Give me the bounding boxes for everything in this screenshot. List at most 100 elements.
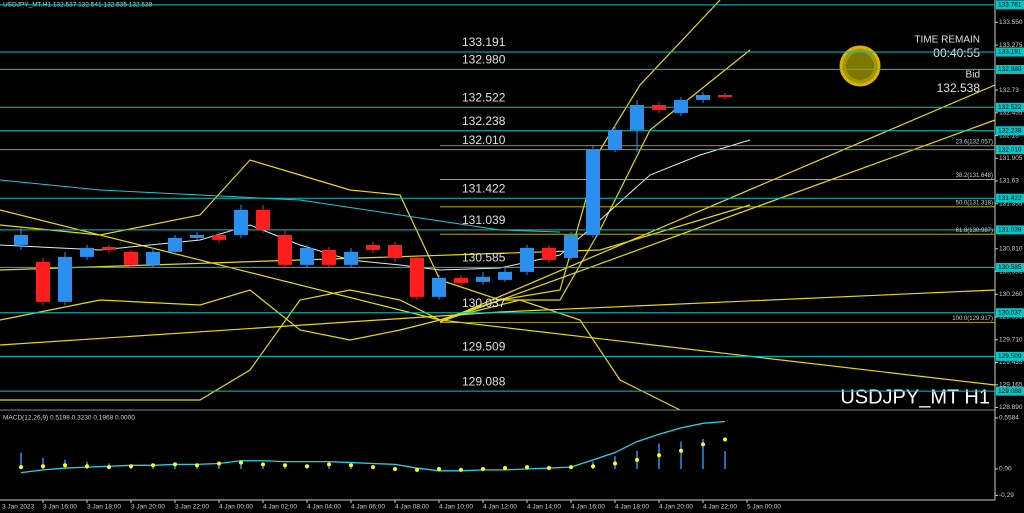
x-tick-label: 4 Jan 10:00 bbox=[439, 504, 473, 511]
signal-dot bbox=[349, 463, 353, 468]
signal-dot bbox=[723, 437, 727, 442]
candle-body bbox=[388, 244, 402, 258]
level-axis-box bbox=[996, 126, 1024, 136]
candle-body bbox=[146, 251, 160, 265]
fib-label: 23.6(132.057) bbox=[956, 139, 993, 145]
y-tick-label: 131.355 bbox=[999, 200, 1023, 207]
level-axis-label: 132.522 bbox=[998, 104, 1022, 111]
candle-body bbox=[652, 104, 666, 110]
x-tick-label: 3 Jan 2023 bbox=[2, 504, 35, 511]
x-tick-label: 4 Jan 00:00 bbox=[219, 504, 253, 511]
level-axis-label: 133.761 bbox=[998, 2, 1022, 9]
signal-dot bbox=[63, 463, 67, 468]
level-label: 132.980 bbox=[462, 53, 506, 67]
signal-dot bbox=[151, 463, 155, 468]
y-tick-label: 132.73 bbox=[999, 87, 1019, 94]
y-tick-label: 131.63 bbox=[999, 178, 1019, 185]
y-tick-label: -0.29 bbox=[999, 492, 1014, 499]
x-tick-label: 3 Jan 16:00 bbox=[43, 504, 77, 511]
level-label: 131.422 bbox=[462, 181, 506, 195]
signal-dot bbox=[283, 463, 287, 468]
signal-dot bbox=[195, 463, 199, 468]
level-axis-label: 132.980 bbox=[998, 66, 1022, 73]
candle-body bbox=[366, 244, 380, 250]
candle-body bbox=[586, 149, 600, 235]
y-tick-label: 128.890 bbox=[999, 404, 1023, 411]
candle-body bbox=[696, 94, 710, 100]
x-tick-label: 5 Jan 00:00 bbox=[747, 504, 781, 511]
level-axis-box bbox=[996, 0, 1024, 10]
x-tick-label: 4 Jan 12:00 bbox=[483, 504, 517, 511]
signal-dot bbox=[569, 465, 573, 470]
x-tick-label: 3 Jan 18:00 bbox=[87, 504, 121, 511]
y-tick-label: 132.18 bbox=[999, 132, 1019, 139]
signal-dot bbox=[305, 464, 309, 469]
x-tick-label: 4 Jan 06:00 bbox=[351, 504, 385, 511]
signal-dot bbox=[19, 465, 23, 470]
level-label: 132.522 bbox=[462, 90, 506, 104]
candle-body bbox=[344, 251, 358, 265]
signal-dot bbox=[129, 464, 133, 469]
x-tick-label: 4 Jan 22:00 bbox=[703, 504, 737, 511]
level-label: 130.585 bbox=[462, 251, 506, 265]
fib-label: 38.2(131.648) bbox=[956, 173, 993, 179]
level-axis-label: 132.010 bbox=[998, 146, 1022, 153]
signal-dot bbox=[85, 464, 89, 469]
signal-dot bbox=[261, 462, 265, 467]
level-axis-box bbox=[996, 193, 1024, 203]
y-tick-label: 129.985 bbox=[999, 314, 1023, 321]
x-tick-label: 3 Jan 20:00 bbox=[131, 504, 165, 511]
candle-body bbox=[190, 234, 204, 238]
indicator-lines bbox=[0, 0, 996, 411]
signal-dot bbox=[415, 467, 419, 472]
candle-body bbox=[58, 256, 72, 302]
x-tick-label: 3 Jan 22:00 bbox=[175, 504, 209, 511]
signal-dot bbox=[525, 465, 529, 470]
level-label: 133.191 bbox=[462, 35, 506, 49]
signal-dot bbox=[613, 461, 617, 466]
level-label: 129.088 bbox=[462, 374, 506, 388]
signal-dot bbox=[393, 466, 397, 471]
candle-body bbox=[256, 209, 270, 230]
level-axis-box bbox=[996, 262, 1024, 272]
y-tick-label: 132.455 bbox=[999, 110, 1023, 117]
macd-title: MACD(12,26,9) 0.5198 0.3230 0.1968 0.000… bbox=[3, 415, 135, 422]
level-axis-box bbox=[996, 47, 1024, 57]
y-tick-label: 129.710 bbox=[999, 336, 1023, 343]
level-axis-label: 129.509 bbox=[998, 353, 1022, 360]
signal-dot bbox=[635, 457, 639, 462]
bid-label: Bid bbox=[966, 70, 980, 81]
candle-body bbox=[102, 246, 116, 250]
candle-body bbox=[608, 129, 622, 150]
candle-body bbox=[432, 277, 446, 297]
level-axis-label: 133.191 bbox=[998, 49, 1022, 56]
candle-body bbox=[212, 234, 226, 240]
signal-dot bbox=[327, 462, 331, 467]
level-axis-box bbox=[996, 102, 1024, 112]
level-axis-box bbox=[996, 351, 1024, 361]
x-tick-label: 4 Jan 18:00 bbox=[615, 504, 649, 511]
candle-body bbox=[80, 247, 94, 257]
level-axis-box bbox=[996, 308, 1024, 318]
signal-dot bbox=[657, 453, 661, 458]
bid-price: 132.538 bbox=[937, 81, 981, 95]
y-tick-label: 129.435 bbox=[999, 359, 1023, 366]
level-axis-label: 131.039 bbox=[998, 227, 1022, 234]
level-label: 132.238 bbox=[462, 114, 506, 128]
signal-dot bbox=[679, 448, 683, 453]
level-axis-box bbox=[996, 145, 1024, 155]
y-tick-label: 133.275 bbox=[999, 42, 1023, 49]
candle-body bbox=[14, 234, 28, 245]
candle-body bbox=[322, 249, 336, 265]
time-remain: 00:40:55 bbox=[933, 46, 980, 60]
candle-body bbox=[630, 104, 644, 130]
signal-dot bbox=[459, 467, 463, 472]
candle-body bbox=[168, 237, 182, 252]
candle-body bbox=[542, 247, 556, 260]
signal-dot bbox=[107, 465, 111, 470]
signal-dot bbox=[217, 461, 221, 466]
fib-label: 61.8(130.987) bbox=[956, 228, 993, 234]
level-axis-box bbox=[996, 64, 1024, 74]
candle-body bbox=[564, 234, 578, 258]
